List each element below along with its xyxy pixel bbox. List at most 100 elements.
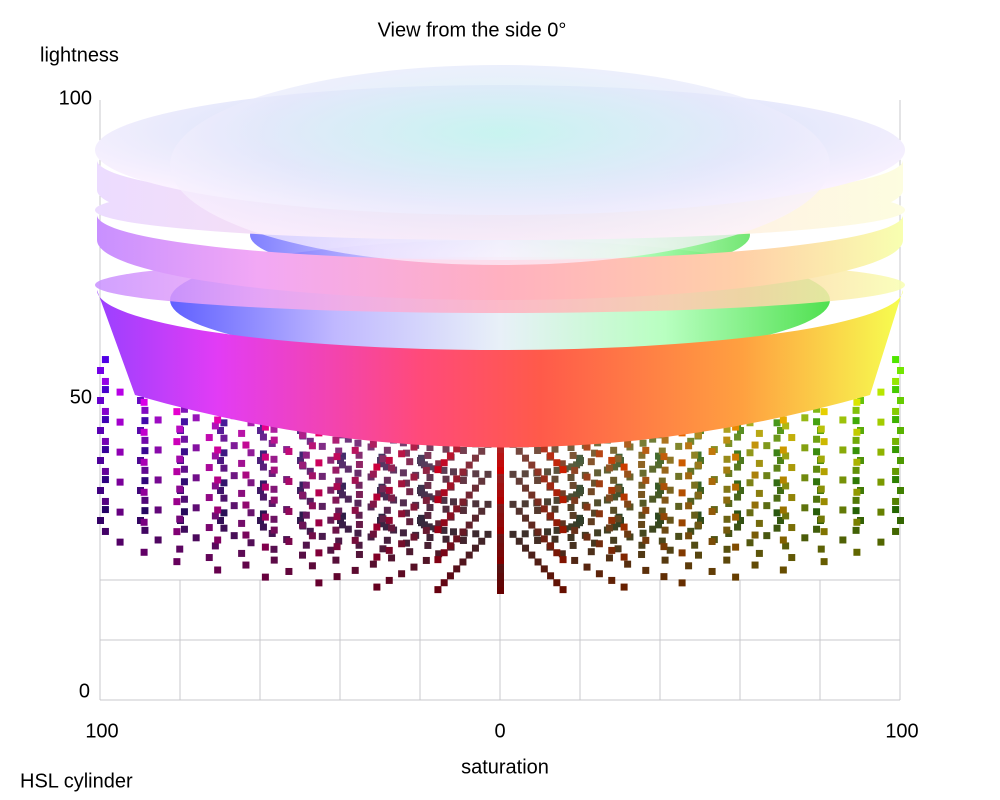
color-sample [534, 476, 542, 484]
color-sample [839, 416, 847, 424]
color-sample [176, 455, 184, 463]
color-sample [773, 449, 781, 457]
color-sample [595, 570, 603, 578]
color-sample [217, 427, 224, 434]
color-sample [459, 468, 467, 476]
color-sample [605, 524, 613, 532]
color-sample [399, 499, 407, 507]
color-sample [839, 446, 847, 454]
color-sample [217, 487, 224, 494]
color-sample [205, 464, 213, 472]
color-sample [892, 467, 900, 475]
color-sample [751, 561, 759, 569]
color-sample [658, 477, 666, 485]
color-sample [540, 565, 548, 573]
color-sample [732, 453, 740, 461]
color-sample [446, 542, 454, 550]
color-sample [723, 545, 731, 553]
color-sample [605, 494, 613, 502]
color-sample [497, 543, 504, 550]
color-sample [576, 484, 584, 492]
color-sample [801, 474, 809, 482]
color-sample [453, 505, 461, 513]
color-sample [642, 536, 650, 544]
color-sample [611, 523, 619, 531]
color-sample [270, 545, 278, 553]
color-sample [355, 490, 363, 498]
color-sample [97, 427, 104, 434]
color-sample [214, 506, 222, 514]
color-sample [116, 388, 124, 396]
color-sample [302, 481, 310, 489]
color-sample [624, 560, 632, 568]
color-sample [782, 422, 790, 430]
color-sample [857, 517, 864, 524]
color-sample [247, 539, 255, 547]
color-sample [406, 518, 414, 526]
color-sample [315, 549, 323, 557]
color-sample [521, 470, 529, 478]
color-sample [424, 451, 432, 459]
color-sample [459, 536, 467, 544]
color-sample [655, 482, 663, 490]
color-sample [173, 468, 181, 476]
color-sample [337, 517, 344, 524]
color-sample [660, 513, 668, 521]
color-sample [605, 464, 613, 472]
color-sample [544, 498, 552, 506]
color-sample [624, 440, 632, 448]
color-sample [420, 461, 428, 469]
color-sample [497, 446, 504, 453]
color-sample [137, 427, 144, 434]
color-sample [383, 536, 391, 544]
color-sample [497, 476, 504, 483]
color-sample [333, 513, 341, 521]
color-sample [675, 502, 683, 510]
color-sample [369, 500, 377, 508]
color-sample [553, 489, 561, 497]
color-sample [453, 565, 461, 573]
color-sample [478, 477, 486, 485]
color-sample [877, 448, 885, 456]
color-sample [242, 501, 250, 509]
color-sample [426, 473, 434, 481]
color-sample [214, 416, 222, 424]
color-sample [285, 447, 293, 455]
color-sample [140, 488, 148, 496]
color-sample [569, 541, 577, 549]
color-sample [813, 495, 821, 503]
color-sample [338, 512, 346, 520]
color-sample [440, 489, 448, 497]
color-sample [553, 496, 561, 504]
color-sample [259, 523, 267, 531]
color-sample [101, 407, 109, 415]
color-sample [817, 515, 825, 523]
color-sample [694, 551, 702, 559]
color-sample [522, 454, 530, 462]
color-sample [327, 516, 335, 524]
color-sample [385, 546, 393, 554]
color-sample [746, 509, 754, 517]
color-sample [708, 567, 716, 575]
color-sample [639, 529, 647, 537]
color-sample [675, 532, 683, 540]
color-sample [306, 467, 314, 475]
color-sample [402, 539, 410, 547]
color-sample [261, 543, 269, 551]
color-sample [723, 556, 731, 564]
color-sample [897, 487, 904, 494]
color-sample [852, 406, 860, 414]
color-sample [180, 495, 188, 503]
color-sample [534, 468, 542, 476]
color-sample [568, 463, 576, 471]
color-sample [497, 550, 504, 557]
color-sample [708, 447, 716, 455]
color-sample [569, 511, 577, 519]
color-sample [355, 481, 363, 489]
color-sample [610, 536, 618, 544]
color-sample [422, 526, 430, 534]
color-sample [773, 524, 781, 532]
color-sample [691, 451, 699, 459]
color-sample [779, 416, 787, 424]
